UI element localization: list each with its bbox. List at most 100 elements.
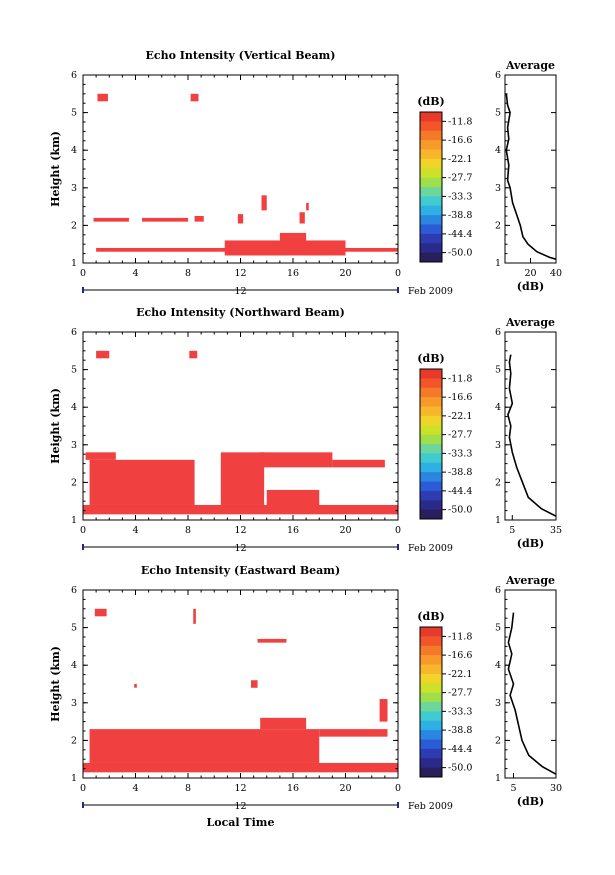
- x-tick-label: 4: [132, 783, 138, 794]
- colorbar-swatch: [420, 683, 442, 694]
- y-tick-label: 3: [71, 183, 77, 194]
- echo-cell: [257, 638, 287, 643]
- average-xlabel: (dB): [517, 537, 544, 550]
- y-tick-label: 2: [71, 220, 77, 231]
- colorbar-swatch: [420, 739, 442, 750]
- colorbar-swatch: [420, 168, 442, 179]
- colorbar-unit: (dB): [417, 95, 444, 108]
- echo-cell: [379, 699, 388, 722]
- y-tick-label: 5: [71, 108, 77, 119]
- echo-cell: [89, 459, 195, 505]
- colorbar-swatch: [420, 387, 442, 398]
- average-profile-line: [507, 612, 557, 775]
- average-xlabel: (dB): [517, 280, 544, 293]
- x-tick-label: 16: [287, 268, 299, 279]
- echo-cell: [319, 729, 388, 737]
- colorbar-swatch: [420, 481, 442, 492]
- echo-cell: [266, 489, 320, 513]
- panel-title: Echo Intensity (Vertical Beam): [145, 49, 335, 62]
- avg-y-tick-label: 6: [495, 327, 501, 338]
- x-tick-label: 4: [132, 268, 138, 279]
- average-panel: Average 1 2 3 4 5 6 5 35 (dB): [495, 316, 562, 550]
- colorbar-tick-label: -27.7: [448, 173, 472, 184]
- average-profile-line: [507, 354, 557, 517]
- avg-y-tick-label: 3: [495, 698, 501, 709]
- avg-y-tick-label: 5: [495, 365, 501, 376]
- x-tick-label: 0: [395, 525, 401, 536]
- y-tick-label: 1: [71, 515, 77, 526]
- average-title: Average: [505, 574, 555, 587]
- echo-cell: [83, 504, 398, 515]
- echo-cell: [142, 217, 188, 222]
- colorbar-swatch: [420, 121, 442, 132]
- y-axis-label: Height (km): [49, 646, 62, 722]
- colorbar-swatch: [420, 636, 442, 647]
- avg-y-tick-label: 1: [495, 515, 501, 526]
- day-label: 12: [234, 286, 246, 297]
- colorbar-tick-label: -50.0: [448, 505, 472, 516]
- colorbar-swatch: [420, 406, 442, 417]
- avg-x-tick-label: 5: [509, 525, 515, 536]
- y-tick-label: 1: [71, 773, 77, 784]
- y-axis-label: Height (km): [49, 388, 62, 464]
- colorbar-swatch: [420, 425, 442, 436]
- colorbar-swatch: [420, 130, 442, 141]
- colorbar-tick-label: -44.4: [448, 486, 472, 497]
- colorbar-swatch: [420, 490, 442, 501]
- avg-y-tick-label: 6: [495, 70, 501, 81]
- average-title: Average: [505, 316, 555, 329]
- colorbar-tick-label: -11.8: [448, 373, 472, 384]
- colorbar-swatch: [420, 187, 442, 197]
- avg-x-tick-label: 30: [550, 783, 562, 794]
- avg-y-tick-label: 5: [495, 623, 501, 634]
- y-tick-label: 6: [71, 327, 77, 338]
- x-tick-label: 0: [80, 268, 86, 279]
- echo-cell: [96, 350, 110, 359]
- colorbar-swatch: [420, 500, 442, 511]
- x-tick-label: 0: [395, 783, 401, 794]
- colorbar-tick-label: -50.0: [448, 248, 472, 259]
- colorbar-swatch: [420, 252, 442, 263]
- plot-frame: [82, 74, 399, 264]
- echo-cell: [189, 350, 198, 359]
- x-tick-label: 0: [80, 783, 86, 794]
- colorbar-swatch: [420, 767, 442, 778]
- x-tick-label: 16: [287, 783, 299, 794]
- colorbar-tick-label: -27.7: [448, 430, 472, 441]
- echo-cell: [85, 452, 116, 460]
- x-axis-label: Local Time: [207, 816, 275, 829]
- avg-y-tick-label: 3: [495, 183, 501, 194]
- echo-cell: [237, 214, 244, 224]
- y-tick-label: 4: [71, 145, 77, 156]
- colorbar-tick-label: -44.4: [448, 229, 472, 240]
- colorbar-tick-label: -22.1: [448, 669, 472, 680]
- y-tick-label: 5: [71, 623, 77, 634]
- colorbar-swatch: [420, 215, 442, 225]
- x-tick-label: 8: [185, 525, 191, 536]
- colorbar-swatch: [420, 112, 442, 122]
- colorbar-swatch: [420, 655, 442, 665]
- colorbar-swatch: [420, 748, 442, 759]
- colorbar-tick-label: -16.6: [448, 135, 472, 146]
- colorbar-tick-label: -33.3: [448, 706, 472, 717]
- x-tick-label: 8: [185, 268, 191, 279]
- avg-y-tick-label: 3: [495, 440, 501, 451]
- colorbar-unit: (dB): [417, 610, 444, 623]
- avg-x-tick-label: 20: [524, 268, 536, 279]
- day-label: 12: [234, 543, 246, 554]
- average-profile-line: [505, 93, 557, 260]
- avg-x-tick-label: 40: [550, 268, 562, 279]
- avg-y-tick-label: 6: [495, 585, 501, 596]
- colorbar-swatch: [420, 444, 442, 454]
- colorbar-tick-label: -44.4: [448, 744, 472, 755]
- x-tick-label: 20: [339, 268, 351, 279]
- colorbar-swatch: [420, 730, 442, 740]
- colorbar-tick-label: -16.6: [448, 392, 472, 403]
- y-tick-label: 2: [71, 477, 77, 488]
- colorbar-tick-label: -11.8: [448, 631, 472, 642]
- colorbar-swatch: [420, 224, 442, 235]
- average-frame: [504, 331, 557, 521]
- colorbar-swatch: [420, 233, 442, 244]
- colorbar-swatch: [420, 177, 442, 188]
